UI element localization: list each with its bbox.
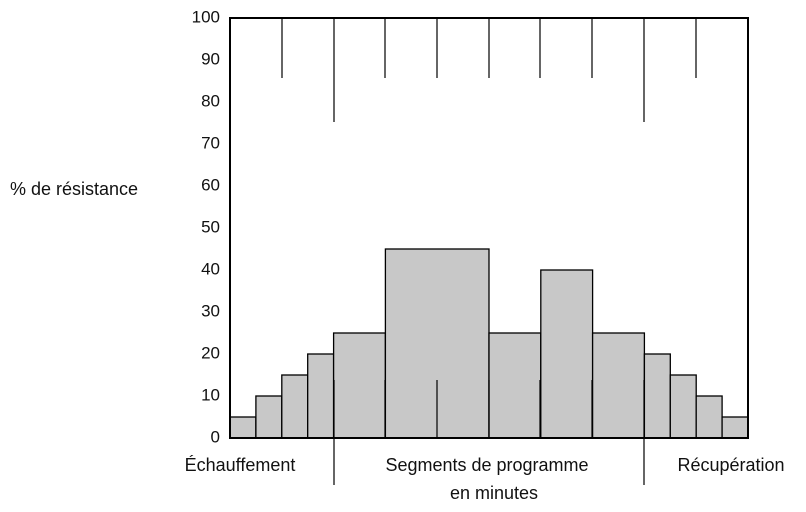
section-label: Échauffement <box>185 455 296 475</box>
bar <box>643 353 671 439</box>
section-label: en minutes <box>450 483 538 503</box>
bar <box>488 332 542 439</box>
y-tick-label: 100 <box>192 7 220 26</box>
y-tick-label: 0 <box>211 427 220 446</box>
bar <box>229 416 257 439</box>
y-tick-label: 10 <box>201 385 220 404</box>
plot-frame <box>229 17 749 439</box>
bar <box>540 269 594 439</box>
y-tick-label: 30 <box>201 301 220 320</box>
section-label: Segments de programme <box>385 455 588 475</box>
bar <box>255 395 283 439</box>
y-tick-label: 40 <box>201 259 220 278</box>
y-tick-label: 20 <box>201 343 220 362</box>
y-tick-label: 70 <box>201 133 220 152</box>
y-axis-label: % de résistance <box>10 179 138 199</box>
bar <box>669 374 697 439</box>
bar <box>281 374 309 439</box>
y-tick-label: 60 <box>201 175 220 194</box>
y-tick-label: 50 <box>201 217 220 236</box>
bar <box>591 332 646 439</box>
bar <box>695 395 723 439</box>
bar <box>721 416 749 439</box>
section-label: Récupération <box>677 455 784 475</box>
y-tick-label: 90 <box>201 49 220 68</box>
bar <box>332 332 387 439</box>
y-tick-label: 80 <box>201 91 220 110</box>
bar <box>307 353 335 439</box>
